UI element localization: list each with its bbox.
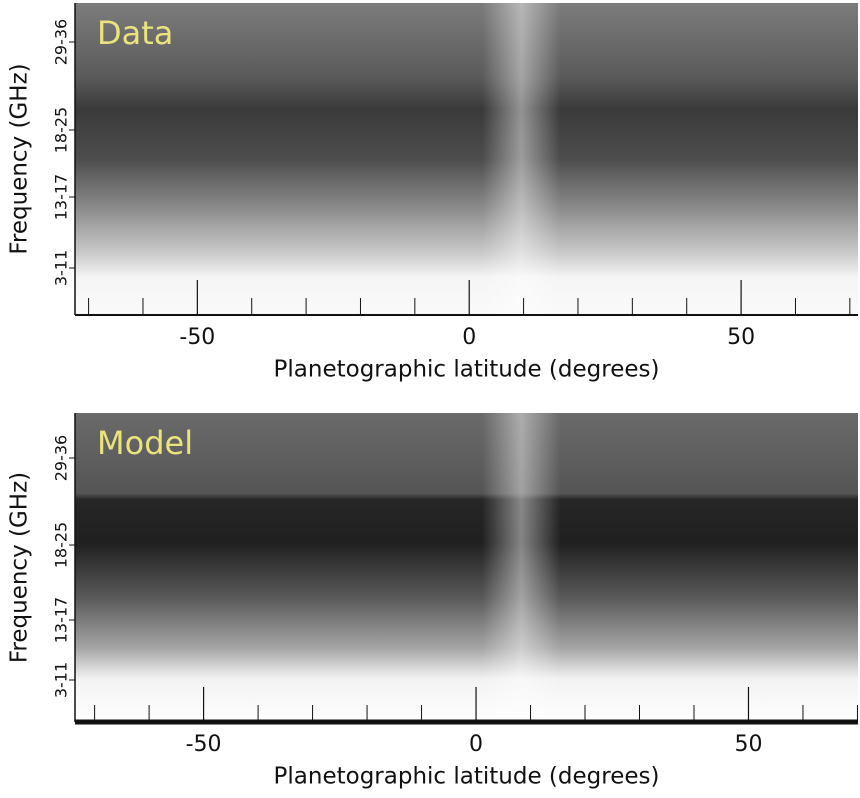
y-tick-label: 18-25 [52, 522, 71, 569]
y-tick-label: 18-25 [52, 107, 71, 154]
y-tick-label: 29-36 [52, 19, 71, 66]
x-axis-label: Planetographic latitude (degrees) [274, 764, 660, 790]
x-tick-label: 0 [469, 732, 483, 757]
y-axis-label: Frequency (GHz) [7, 472, 33, 663]
x-tick-label: -50 [186, 732, 222, 757]
panel-label: Model [97, 424, 193, 462]
y-tick-label: 29-36 [52, 435, 71, 482]
x-tick-label: 0 [462, 325, 476, 350]
x-tick-label: -50 [179, 325, 215, 350]
x-axis-label: Planetographic latitude (degrees) [274, 357, 660, 383]
panel-label: Data [97, 14, 173, 52]
y-axis-label: Frequency (GHz) [7, 63, 33, 254]
y-tick-label: 3-11 [52, 250, 71, 286]
y-tick-label: 3-11 [52, 662, 71, 698]
heatmap-highlight [75, 413, 858, 722]
y-tick-label: 13-17 [52, 597, 71, 644]
y-tick-label: 13-17 [52, 174, 71, 221]
x-tick-label: 50 [734, 732, 762, 757]
heatmap-highlight [75, 3, 858, 315]
x-tick-label: 50 [727, 325, 755, 350]
